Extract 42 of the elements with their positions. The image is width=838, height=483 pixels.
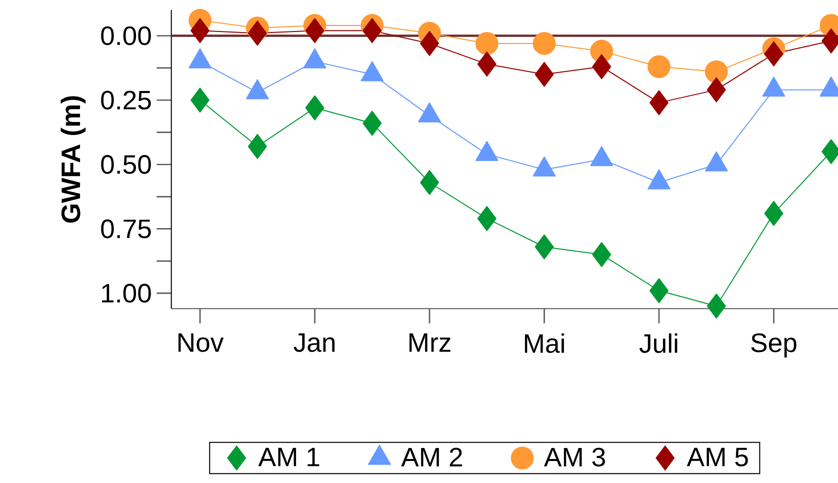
- point: [477, 52, 496, 77]
- point: [190, 88, 210, 113]
- point: [248, 134, 267, 159]
- legend-label: AM 1: [258, 448, 320, 466]
- x-tick-label: Sep: [751, 333, 796, 358]
- point: [534, 62, 554, 87]
- point: [362, 18, 382, 44]
- point: [650, 278, 669, 304]
- point: [420, 170, 440, 196]
- point: [704, 60, 728, 84]
- x-tick-label: Nov: [178, 333, 224, 352]
- legend-label: AM 3: [544, 448, 605, 467]
- x-tick-label: Mai: [524, 333, 564, 353]
- point: [305, 18, 324, 44]
- y-tick-label: 0.50: [101, 155, 151, 174]
- point: [592, 242, 612, 268]
- point: [650, 90, 669, 116]
- point: [475, 32, 498, 55]
- point: [648, 55, 670, 78]
- point: [420, 30, 440, 56]
- point: [532, 32, 556, 55]
- x-tick-label: Juli: [639, 333, 678, 353]
- y-tick-label: 0.00: [101, 26, 151, 46]
- point: [248, 20, 267, 46]
- x-tick-label: Mrz: [409, 333, 450, 352]
- legend-label: AM 2: [401, 448, 462, 466]
- point: [477, 206, 496, 232]
- point: [190, 18, 210, 44]
- y-tick-label: 0.25: [101, 90, 151, 110]
- point: [305, 95, 324, 120]
- point: [592, 54, 612, 80]
- y-tick-label: 0.75: [101, 219, 151, 238]
- point: [764, 41, 784, 66]
- point: [706, 77, 726, 102]
- legend-label: AM 5: [686, 448, 748, 466]
- point: [706, 294, 726, 319]
- point: [764, 200, 784, 226]
- y-tick-label: 1.00: [102, 284, 151, 303]
- point: [362, 110, 382, 136]
- point: [534, 234, 554, 260]
- y-axis-title: GWFA (m): [60, 96, 86, 223]
- x-tick-label: Jan: [294, 333, 335, 352]
